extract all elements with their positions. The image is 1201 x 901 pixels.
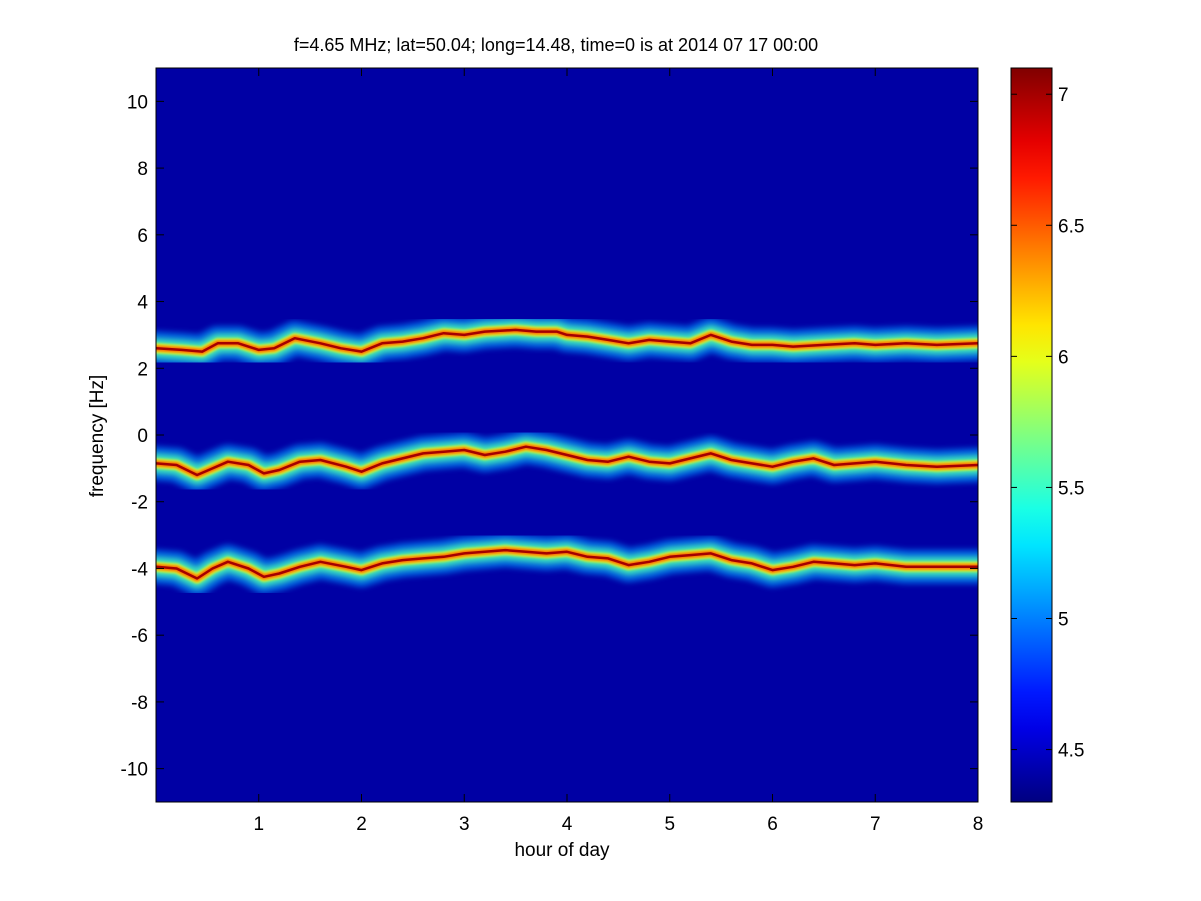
y-tick-label: -10	[121, 760, 148, 781]
y-tick-label: 0	[137, 426, 148, 447]
x-axis-ticks: 1 2 3 4 5 6 7 8	[253, 68, 983, 835]
x-tick-label: 7	[870, 814, 881, 835]
x-axis-title: hour of day	[514, 840, 610, 861]
colorbar-tick-label: 6	[1058, 347, 1069, 368]
colorbar-tick-label: 6.5	[1058, 216, 1084, 237]
x-tick-label: 2	[356, 814, 367, 835]
chart-title: f=4.65 MHz; lat=50.04; long=14.48, time=…	[294, 35, 818, 55]
plot-background	[156, 68, 978, 802]
colorbar: 7 6.5 6 5.5 5 4.5	[1010, 67, 1084, 803]
colorbar-frame	[1010, 67, 1053, 803]
y-tick-label: -6	[131, 626, 148, 647]
x-tick-label: 5	[664, 814, 675, 835]
x-tick-label: 6	[767, 814, 778, 835]
y-tick-label: 8	[137, 159, 148, 180]
trace-0-band	[156, 328, 978, 353]
y-tick-label: 2	[137, 359, 148, 380]
trace-2	[156, 533, 978, 596]
y-tick-label: 6	[137, 226, 148, 247]
colorbar-tick-label: 7	[1058, 85, 1069, 106]
x-tick-label: 3	[459, 814, 470, 835]
y-axis-ticks: 10 8 6 4 2 0 -2 -4 -6 -8 -10	[121, 92, 978, 781]
colorbar-gradient	[1011, 68, 1052, 802]
spectral-traces	[156, 312, 978, 596]
y-tick-label: 4	[137, 293, 148, 314]
colorbar-tick-label: 5.5	[1058, 478, 1084, 499]
trace-1-band	[156, 445, 978, 477]
trace-0	[156, 312, 978, 369]
trace-1	[156, 429, 978, 492]
plot-area: 1 2 3 4 5 6 7 8 10 8 6 4 2 0 -2 -4 -6 -8 -10	[121, 67, 983, 835]
y-tick-label: -8	[131, 693, 148, 714]
colorbar-ticks: 7 6.5 6 5.5 5 4.5	[1011, 85, 1084, 762]
y-tick-label: 10	[127, 92, 148, 113]
y-axis-title: frequency [Hz]	[87, 375, 108, 498]
trace-2-band	[156, 548, 978, 580]
colorbar-tick-label: 4.5	[1058, 741, 1084, 762]
x-tick-label: 1	[253, 814, 264, 835]
colorbar-tick-label: 5	[1058, 610, 1069, 631]
y-tick-label: -4	[131, 559, 148, 580]
x-tick-label: 8	[973, 814, 984, 835]
x-tick-label: 4	[562, 814, 573, 835]
y-tick-label: -2	[131, 493, 148, 514]
